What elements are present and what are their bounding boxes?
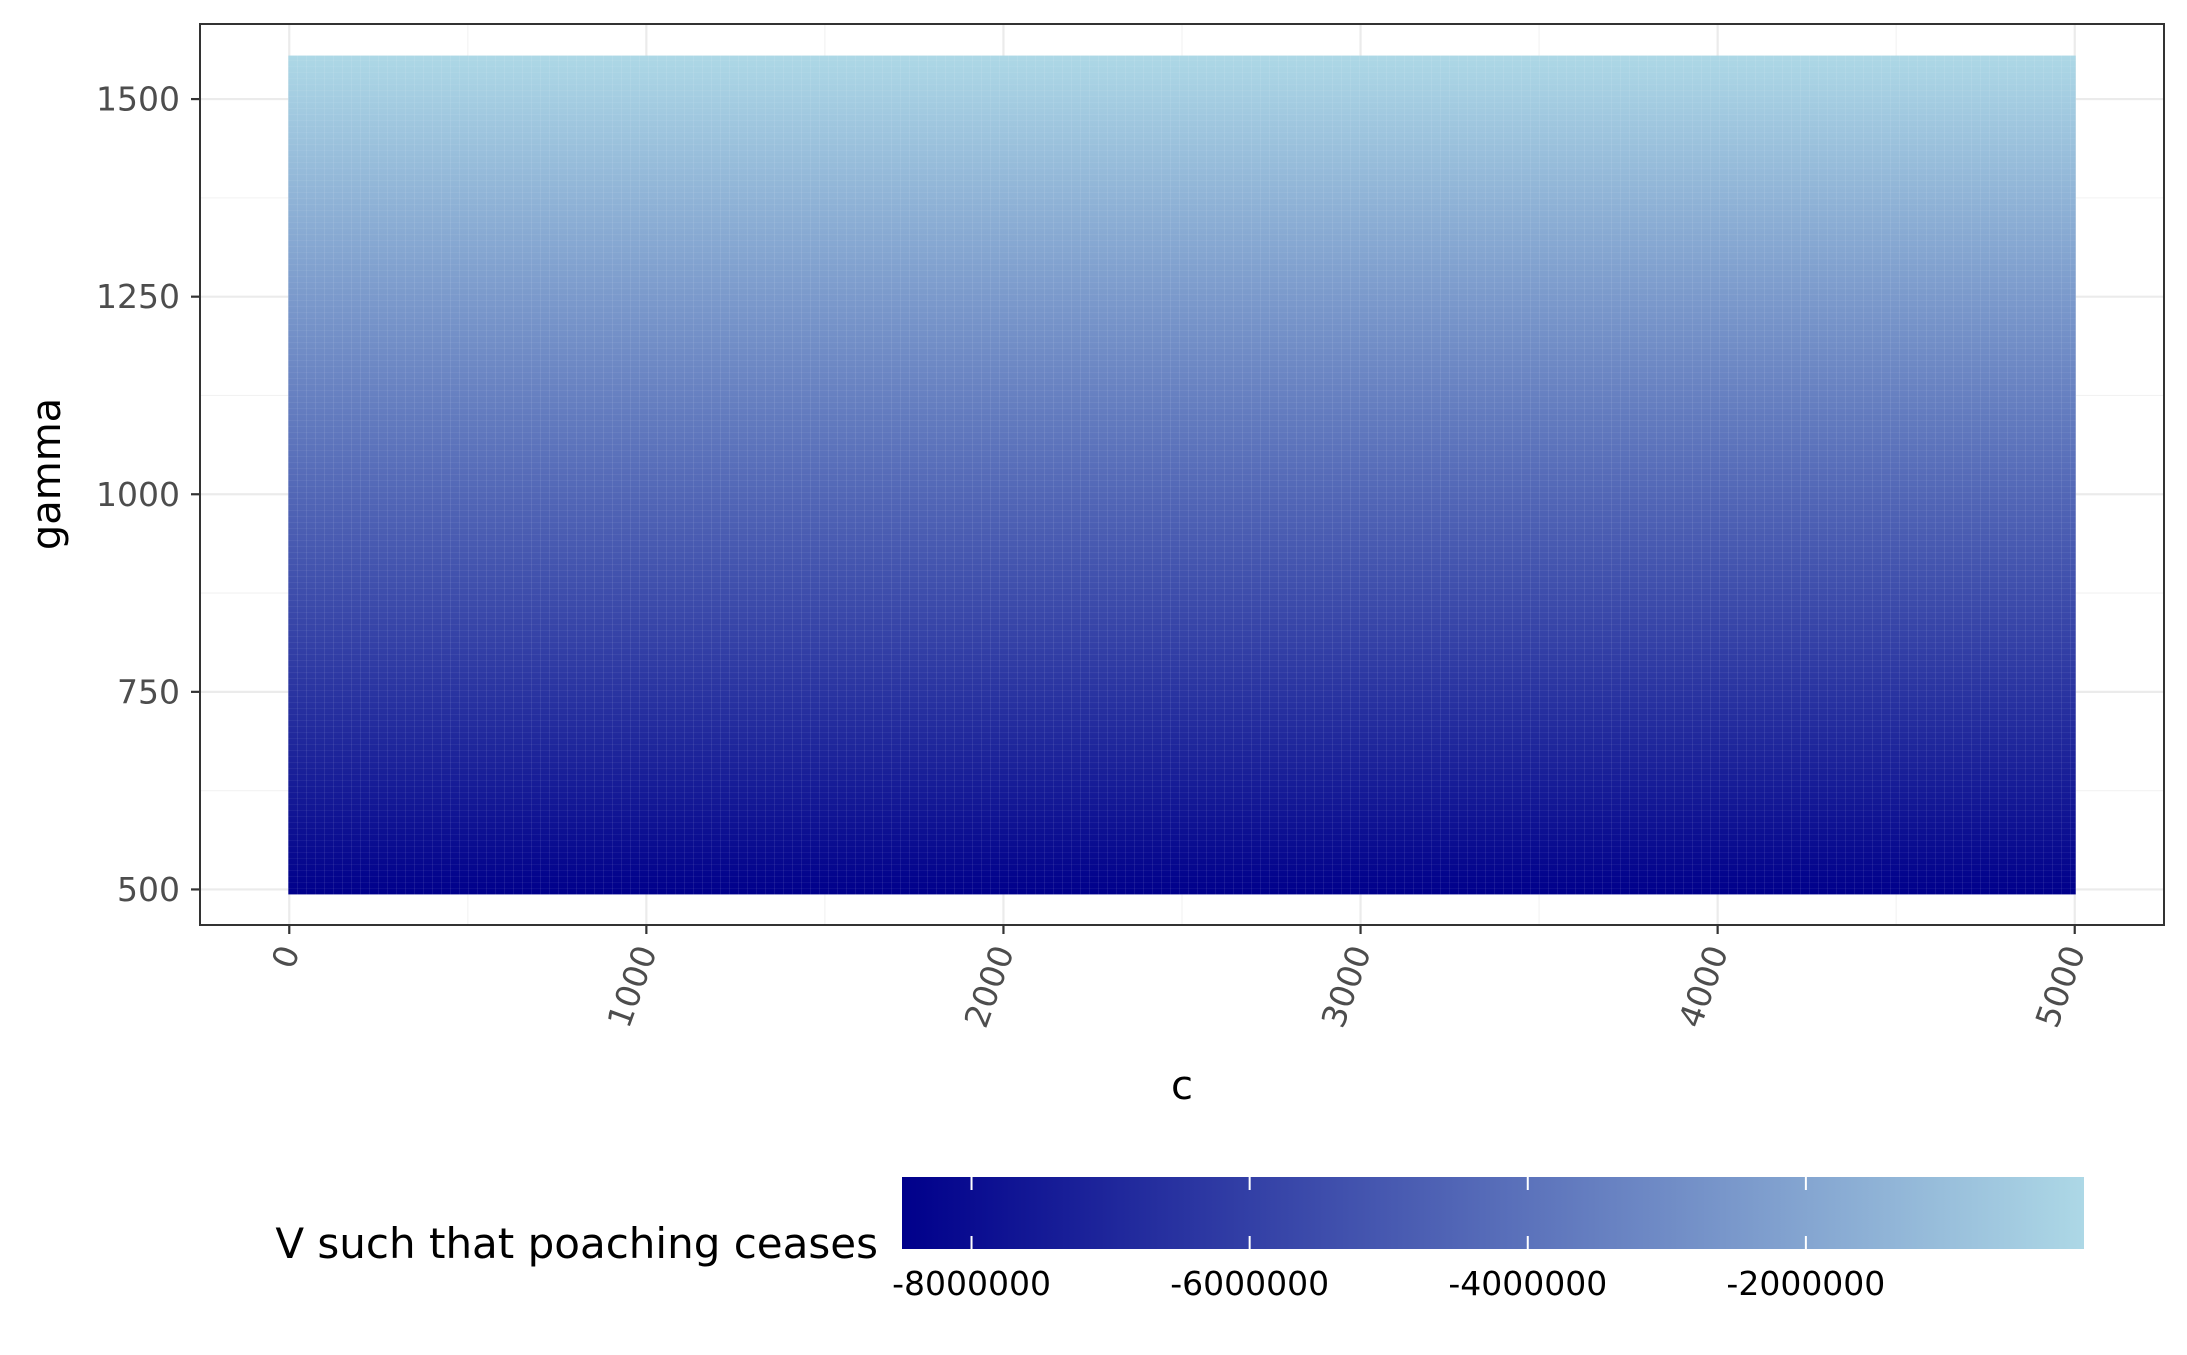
y-axis: 500 750 1000 1250 1500 [96, 80, 200, 909]
y-tick-label: 1250 [96, 277, 180, 316]
color-legend: V such that poaching ceases -8000000 -600… [275, 1177, 2084, 1303]
y-tick-label: 750 [117, 672, 180, 711]
x-tick-label: 2000 [956, 940, 1021, 1032]
x-axis-title: c [1171, 1063, 1193, 1109]
panel-border [199, 23, 2165, 926]
y-axis-title: gamma [24, 398, 70, 550]
heatmap-row-texture [288, 55, 2076, 895]
legend-tick-label: -2000000 [1726, 1264, 1885, 1303]
y-tick-label: 500 [117, 870, 180, 909]
x-tick-label: 1000 [599, 940, 664, 1032]
legend-tick-label: -8000000 [892, 1264, 1051, 1303]
x-tick-label: 0 [264, 940, 308, 973]
legend-ticks: -8000000 -6000000 -4000000 -2000000 [892, 1177, 1885, 1303]
legend-tick-label: -4000000 [1448, 1264, 1607, 1303]
y-tick-label: 1500 [96, 80, 180, 119]
x-tick-label: 4000 [1671, 940, 1736, 1032]
heatmap-layer [288, 55, 2076, 895]
legend-colorbar [902, 1177, 2084, 1249]
x-tick-label: 5000 [2028, 940, 2093, 1032]
legend-tick-label: -6000000 [1170, 1264, 1329, 1303]
legend-title: V such that poaching ceases [275, 1219, 878, 1268]
x-tick-label: 3000 [1313, 940, 1378, 1032]
x-axis: 0 1000 2000 3000 4000 5000 [264, 925, 2093, 1033]
y-tick-label: 1000 [96, 475, 180, 514]
